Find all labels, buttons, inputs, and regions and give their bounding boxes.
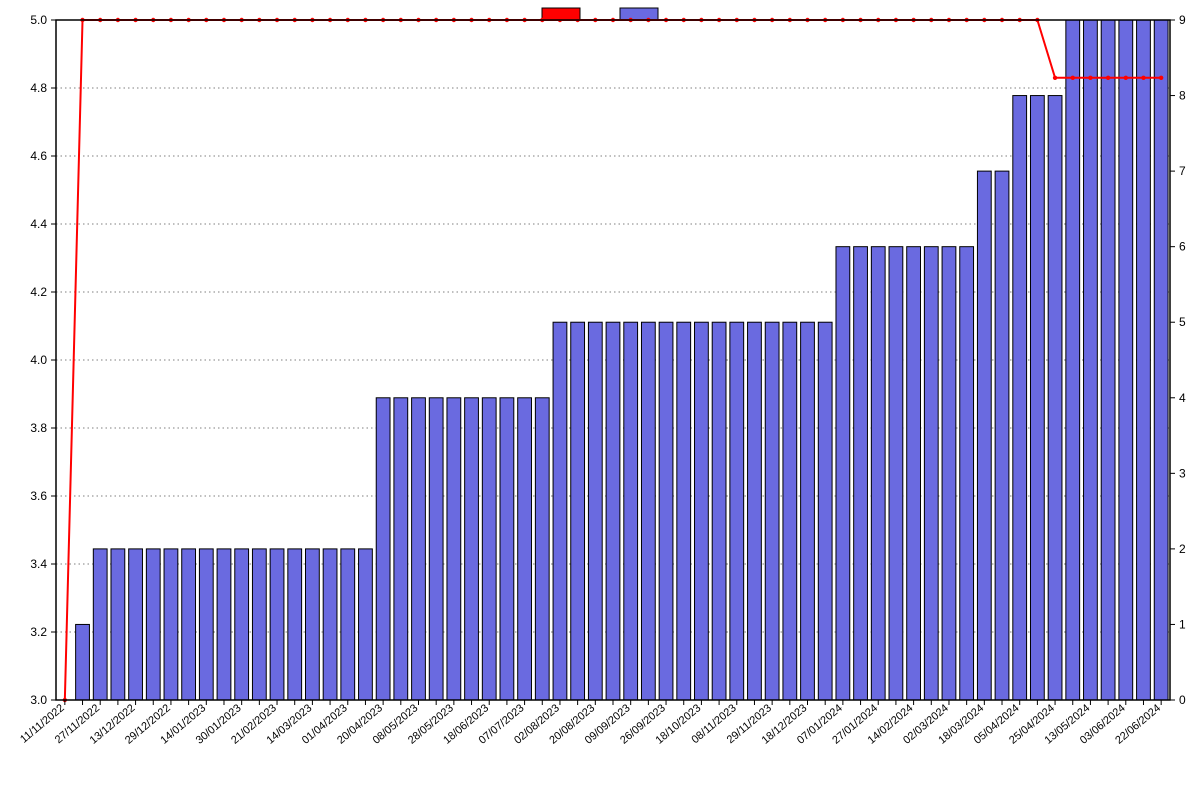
bar: [129, 549, 143, 700]
y-right-tick-label: 3: [1179, 466, 1186, 480]
bar: [588, 322, 602, 700]
bar: [518, 398, 532, 700]
bar: [624, 322, 638, 700]
bar: [465, 398, 479, 700]
bar: [977, 171, 991, 700]
line-marker: [1053, 76, 1057, 80]
bar: [677, 322, 691, 700]
bar: [252, 549, 266, 700]
y-right-tick-label: 5: [1179, 315, 1186, 329]
bar: [730, 322, 744, 700]
bar: [836, 247, 850, 700]
y-left-tick-label: 3.8: [30, 421, 47, 435]
bar: [712, 322, 726, 700]
bar: [1048, 96, 1062, 700]
bar: [376, 398, 390, 700]
y-right-tick-label: 8: [1179, 89, 1186, 103]
bar: [182, 549, 196, 700]
bar: [571, 322, 585, 700]
bar: [783, 322, 797, 700]
bar: [482, 398, 496, 700]
bar: [960, 247, 974, 700]
bar: [606, 322, 620, 700]
bar: [871, 247, 885, 700]
bar: [818, 322, 832, 700]
bar: [288, 549, 302, 700]
bar: [995, 171, 1009, 700]
bar: [641, 322, 655, 700]
bar: [907, 247, 921, 700]
bar: [889, 247, 903, 700]
bar: [217, 549, 231, 700]
y-left-tick-label: 3.4: [30, 557, 47, 571]
bar: [199, 549, 213, 700]
y-right-tick-label: 6: [1179, 240, 1186, 254]
bar: [659, 322, 673, 700]
y-right-tick-label: 7: [1179, 164, 1186, 178]
bar: [359, 549, 373, 700]
y-right-tick-label: 0: [1179, 693, 1186, 707]
bar: [394, 398, 408, 700]
bar: [801, 322, 815, 700]
bar: [412, 398, 426, 700]
y-left-tick-label: 4.0: [30, 353, 47, 367]
bar: [1119, 20, 1133, 700]
bar: [111, 549, 125, 700]
bar: [93, 549, 107, 700]
y-left-tick-label: 3.2: [30, 625, 47, 639]
y-left-tick-label: 3.6: [30, 489, 47, 503]
bar: [695, 322, 709, 700]
bar: [235, 549, 249, 700]
bar: [341, 549, 355, 700]
line-marker: [1088, 76, 1092, 80]
bar: [765, 322, 779, 700]
y-right-tick-label: 2: [1179, 542, 1186, 556]
y-left-tick-label: 4.4: [30, 217, 47, 231]
bar: [323, 549, 337, 700]
line-marker: [1124, 76, 1128, 80]
bar: [1084, 20, 1098, 700]
line-marker: [1106, 76, 1110, 80]
bar: [1137, 20, 1151, 700]
line-marker: [1141, 76, 1145, 80]
y-left-tick-label: 4.6: [30, 149, 47, 163]
bar: [924, 247, 938, 700]
bar: [553, 322, 567, 700]
bar: [500, 398, 514, 700]
line-marker: [1071, 76, 1075, 80]
bar: [1030, 96, 1044, 700]
bar: [535, 398, 549, 700]
bar: [1066, 20, 1080, 700]
bar: [270, 549, 284, 700]
bar: [1101, 20, 1115, 700]
y-left-tick-label: 4.2: [30, 285, 47, 299]
y-right-tick-label: 1: [1179, 617, 1186, 631]
y-right-tick-label: 9: [1179, 13, 1186, 27]
dual-axis-chart: 3.0 3.2 3.4 3.6 3.8 4.0 4.2 4.4 4.6 4.8 5.0 0 1 2 3 4 5 6…: [0, 0, 1200, 800]
bar: [447, 398, 461, 700]
bar: [164, 549, 178, 700]
bar: [306, 549, 320, 700]
line-marker: [1159, 76, 1163, 80]
y-right-tick-label: 4: [1179, 391, 1186, 405]
bar: [429, 398, 443, 700]
bar: [76, 624, 90, 700]
bar: [1154, 20, 1168, 700]
y-left-tick-label: 5.0: [30, 13, 47, 27]
bar: [1013, 96, 1027, 700]
bar: [942, 247, 956, 700]
y-left-tick-label: 3.0: [30, 693, 47, 707]
bar: [854, 247, 868, 700]
y-left-tick-label: 4.8: [30, 81, 47, 95]
legend-swatch: [620, 8, 658, 20]
bar: [146, 549, 160, 700]
bar: [748, 322, 762, 700]
